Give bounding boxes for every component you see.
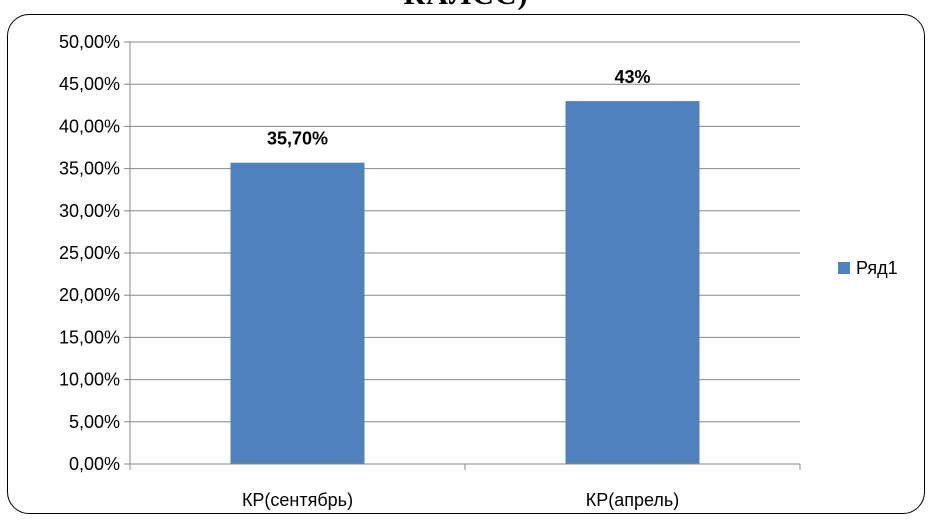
- bar: [230, 162, 365, 464]
- data-label: 43%: [614, 67, 650, 87]
- x-tick-label: КР(апрель): [586, 490, 680, 510]
- y-tick-label: 40,00%: [59, 116, 120, 136]
- y-tick-label: 10,00%: [59, 370, 120, 390]
- y-tick-label: 15,00%: [59, 327, 120, 347]
- legend: Ряд1: [838, 258, 898, 278]
- y-tick-label: 5,00%: [69, 412, 120, 432]
- y-tick-label: 50,00%: [59, 32, 120, 52]
- y-tick-label: 35,00%: [59, 159, 120, 179]
- y-tick-label: 25,00%: [59, 243, 120, 263]
- y-tick-label: 0,00%: [69, 454, 120, 474]
- y-tick-label: 30,00%: [59, 201, 120, 221]
- x-axis: КР(сентябрь) КР(апрель): [129, 42, 801, 510]
- legend-label: Ряд1: [856, 258, 898, 278]
- data-labels: 35,70% 43%: [267, 67, 651, 149]
- legend-swatch: [838, 262, 850, 274]
- bars: [230, 101, 700, 464]
- y-tick-label: 20,00%: [59, 285, 120, 305]
- chart-frame: [7, 14, 925, 514]
- y-axis-ticks: 0,00% 5,00% 10,00% 15,00% 20,00% 25,00% 30,00%…: [59, 32, 130, 474]
- bar: [565, 101, 700, 464]
- data-label: 35,70%: [267, 129, 328, 149]
- y-tick-label: 45,00%: [59, 74, 120, 94]
- clipped-heading: КАЛСС): [0, 0, 932, 12]
- x-tick-label: КР(сентябрь): [242, 490, 353, 510]
